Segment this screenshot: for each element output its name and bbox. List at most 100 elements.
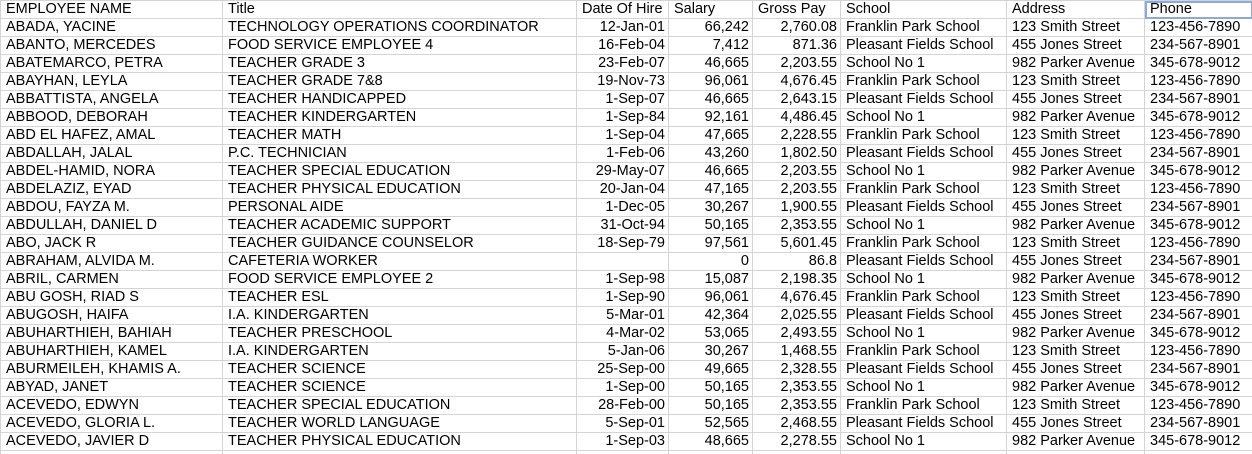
cell: 47,165 (668, 180, 753, 199)
cell: 1-Feb-06 (576, 144, 669, 163)
cell: 1-Dec-05 (576, 198, 669, 217)
cell: 982 Parker Avenue (1006, 108, 1145, 127)
cell: 982 Parker Avenue (1006, 162, 1145, 181)
cell: 345-678-9012 (1144, 216, 1252, 235)
cell: ABU GOSH, RIAD S (0, 288, 223, 307)
cell: 982 Parker Avenue (1006, 54, 1145, 73)
cell: 455 Jones Street (1006, 36, 1145, 55)
cell: 46,665 (668, 90, 753, 109)
cell: TEACHER GUIDANCE COUNSELOR (222, 234, 577, 253)
data-row: ACEVEDO, GLORIA L. TEACHER WORLD LANGUAGE… (0, 414, 1252, 433)
data-row: ABDELAZIZ, EYAD TEACHER PHYSICAL EDUCATIO… (0, 180, 1252, 199)
data-row: ACEVEDO, JAVIER D TEACHER PHYSICAL EDUCAT… (0, 432, 1252, 451)
cell: Pleasant Fields School (840, 360, 1007, 379)
data-row: ABUGOSH, HAIFA I.A. KINDERGARTEN 5-Mar-01 4… (0, 306, 1252, 325)
cell: ABDELAZIZ, EYAD (0, 180, 223, 199)
cell: ABBOOD, DEBORAH (0, 108, 223, 127)
cell: 20-Jan-04 (576, 180, 669, 199)
cell: 43,260 (668, 144, 753, 163)
cell: 234-567-8901 (1144, 306, 1252, 325)
cell: 123-456-7890 (1144, 234, 1252, 253)
cell: School No 1 (840, 324, 1007, 343)
cell: Pleasant Fields School (840, 144, 1007, 163)
cell: 345-678-9012 (1144, 432, 1252, 451)
cell: ABYAD, JANET (0, 378, 223, 397)
cell: School No 1 (840, 216, 1007, 235)
cell: 234-567-8901 (1144, 360, 1252, 379)
cell: 5-Mar-01 (576, 306, 669, 325)
cell: 31-Oct-94 (576, 216, 669, 235)
cell (1006, 450, 1145, 454)
cell: 2,198.35 (752, 270, 841, 289)
cell: 2,025.55 (752, 306, 841, 325)
cell: ABATEMARCO, PETRA (0, 54, 223, 73)
cell: 123 Smith Street (1006, 396, 1145, 415)
cell: TEACHER KINDERGARTEN (222, 108, 577, 127)
cell: ABUGOSH, HAIFA (0, 306, 223, 325)
cell: TEACHER PRESCHOOL (222, 324, 577, 343)
cell (840, 450, 1007, 454)
cell: 29-May-07 (576, 162, 669, 181)
cell: 345-678-9012 (1144, 54, 1252, 73)
cell: 345-678-9012 (1144, 162, 1252, 181)
cell: 982 Parker Avenue (1006, 216, 1145, 235)
cell: Pleasant Fields School (840, 198, 1007, 217)
cell: School No 1 (840, 378, 1007, 397)
cell: Pleasant Fields School (840, 36, 1007, 55)
column-header: Date Of Hire (576, 0, 669, 19)
cell: 49,665 (668, 360, 753, 379)
cell: 234-567-8901 (1144, 252, 1252, 271)
cell: School No 1 (840, 54, 1007, 73)
cell: 123 Smith Street (1006, 180, 1145, 199)
cell: 982 Parker Avenue (1006, 432, 1145, 451)
cell: 982 Parker Avenue (1006, 324, 1145, 343)
cell: 871.36 (752, 36, 841, 55)
data-row: ABBOOD, DEBORAH TEACHER KINDERGARTEN 1-Sep… (0, 108, 1252, 127)
cell: 12-Jan-01 (576, 18, 669, 37)
cell: 455 Jones Street (1006, 414, 1145, 433)
cell: 30,267 (668, 198, 753, 217)
cell: TEACHER GRADE 3 (222, 54, 577, 73)
cell: ABRAHAM, ALVIDA M. (0, 252, 223, 271)
cell: 2,353.55 (752, 378, 841, 397)
cell: Franklin Park School (840, 18, 1007, 37)
cell: 123 Smith Street (1006, 342, 1145, 361)
data-row: ABO, JACK R TEACHER GUIDANCE COUNSELOR 18-… (0, 234, 1252, 253)
cell: 53,065 (668, 324, 753, 343)
cell: 50,165 (668, 378, 753, 397)
cell: ACEVEDO, EDWYN (0, 396, 223, 415)
cell: ABBATTISTA, ANGELA (0, 90, 223, 109)
cell: FOOD SERVICE EMPLOYEE 4 (222, 36, 577, 55)
cell: Franklin Park School (840, 234, 1007, 253)
cell: ABD EL HAFEZ, AMAL (0, 126, 223, 145)
cell: ABRIL, CARMEN (0, 270, 223, 289)
cell: P.C. TECHNICIAN (222, 144, 577, 163)
data-row: ABRIL, CARMEN FOOD SERVICE EMPLOYEE 2 1-Se… (0, 270, 1252, 289)
cell: 0 (668, 252, 753, 271)
cell: 123 Smith Street (1006, 126, 1145, 145)
cell: 123 Smith Street (1006, 288, 1145, 307)
cell: 345-678-9012 (1144, 324, 1252, 343)
cell: ABO, JACK R (0, 234, 223, 253)
cell: 2,353.55 (752, 216, 841, 235)
data-row: ABYAD, JANET TEACHER SCIENCE 1-Sep-00 50,16… (0, 378, 1252, 397)
cell: 123-456-7890 (1144, 288, 1252, 307)
cell (1144, 450, 1252, 454)
cell: School No 1 (840, 162, 1007, 181)
cell: 2,203.55 (752, 54, 841, 73)
cell: 2,468.55 (752, 414, 841, 433)
cell: ABDOU, FAYZA M. (0, 198, 223, 217)
cell: 15,087 (668, 270, 753, 289)
cell: 234-567-8901 (1144, 198, 1252, 217)
column-header: Gross Pay (752, 0, 841, 19)
data-row: ABDEL-HAMID, NORA TEACHER SPECIAL EDUCATI… (0, 162, 1252, 181)
cell: TEACHER SPECIAL EDUCATION (222, 162, 577, 181)
cell: TEACHER ACADEMIC SUPPORT (222, 216, 577, 235)
cell: TEACHER HANDICAPPED (222, 90, 577, 109)
cell: 97,561 (668, 234, 753, 253)
cell: 25-Sep-00 (576, 360, 669, 379)
cell: 46,665 (668, 162, 753, 181)
cell: 982 Parker Avenue (1006, 270, 1145, 289)
cell: 345-678-9012 (1144, 378, 1252, 397)
